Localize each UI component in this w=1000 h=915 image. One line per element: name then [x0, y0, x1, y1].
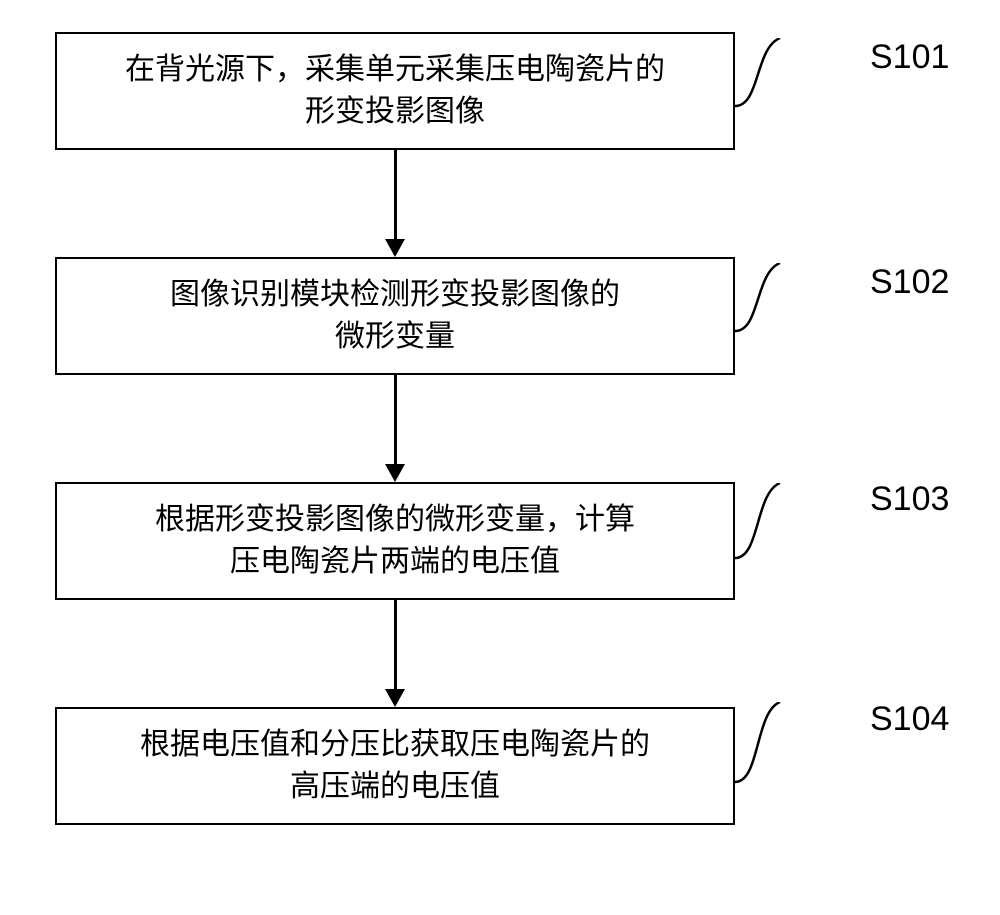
arrow-s101-s102-shaft: [394, 150, 397, 239]
step-s101-line2: 形变投影图像: [305, 95, 485, 128]
step-box-s104: 根据电压值和分压比获取压电陶瓷片的 高压端的电压值: [55, 707, 735, 825]
arrow-s102-s103-shaft: [394, 375, 397, 464]
connector-curve-s103: [735, 483, 795, 578]
step-label-s104: S104: [870, 700, 949, 739]
step-s102-line2: 微形变量: [335, 320, 455, 353]
arrow-s102-s103-head: [385, 464, 405, 482]
step-text-s104: 根据电压值和分压比获取压电陶瓷片的 高压端的电压值: [140, 724, 650, 808]
connector-curve-s101: [735, 38, 795, 128]
step-box-s101: 在背光源下，采集单元采集压电陶瓷片的 形变投影图像: [55, 32, 735, 150]
step-s103-line1: 根据形变投影图像的微形变量，计算: [155, 503, 635, 536]
step-text-s101: 在背光源下，采集单元采集压电陶瓷片的 形变投影图像: [125, 49, 665, 133]
step-s104-line2: 高压端的电压值: [290, 770, 500, 803]
connector-curve-s102: [735, 263, 795, 353]
arrow-s101-s102-head: [385, 239, 405, 257]
step-s101-line1: 在背光源下，采集单元采集压电陶瓷片的: [125, 53, 665, 86]
step-s102-line1: 图像识别模块检测形变投影图像的: [170, 278, 620, 311]
step-text-s102: 图像识别模块检测形变投影图像的 微形变量: [170, 274, 620, 358]
step-s104-line1: 根据电压值和分压比获取压电陶瓷片的: [140, 728, 650, 761]
step-box-s103: 根据形变投影图像的微形变量，计算 压电陶瓷片两端的电压值: [55, 482, 735, 600]
step-label-s102: S102: [870, 263, 949, 302]
step-label-s101: S101: [870, 38, 949, 77]
step-label-s103: S103: [870, 480, 949, 519]
connector-curve-s104: [735, 702, 795, 802]
step-box-s102: 图像识别模块检测形变投影图像的 微形变量: [55, 257, 735, 375]
flowchart-canvas: 在背光源下，采集单元采集压电陶瓷片的 形变投影图像 S101 图像识别模块检测形…: [0, 0, 1000, 915]
step-text-s103: 根据形变投影图像的微形变量，计算 压电陶瓷片两端的电压值: [155, 499, 635, 583]
arrow-s103-s104-shaft: [394, 600, 397, 689]
arrow-s103-s104-head: [385, 689, 405, 707]
step-s103-line2: 压电陶瓷片两端的电压值: [230, 545, 560, 578]
